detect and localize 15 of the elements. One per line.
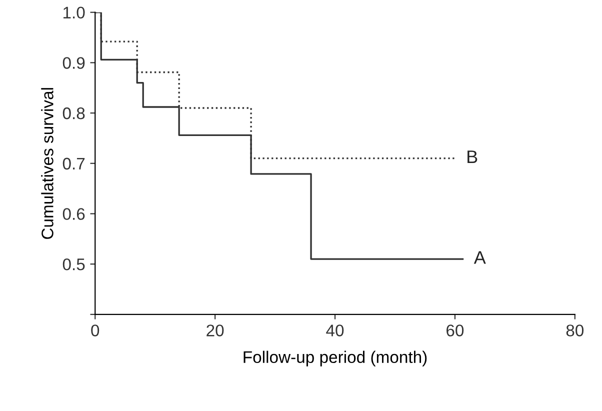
annotation: A xyxy=(474,251,486,264)
x-tick-label: 40 xyxy=(326,324,344,336)
y-tick-label: 1.0 xyxy=(64,6,85,19)
y-tick-label: 0.7 xyxy=(62,158,85,170)
x-axis-title: Follow-up period (month) xyxy=(244,350,427,366)
y-tick-label: 0.6 xyxy=(62,208,85,220)
x-tick-label: 0 xyxy=(91,324,100,336)
y-axis-title: Cumulatives survival xyxy=(41,88,54,239)
x-tick-label: 20 xyxy=(206,324,224,336)
x-tick-label: 80 xyxy=(566,324,584,336)
y-tick-label: 0.9 xyxy=(62,57,85,69)
annotation: B xyxy=(468,150,478,164)
y-tick-label: 0.5 xyxy=(62,258,85,270)
x-tick-label: 60 xyxy=(446,324,464,336)
y-tick-label: 0.8 xyxy=(62,107,85,120)
